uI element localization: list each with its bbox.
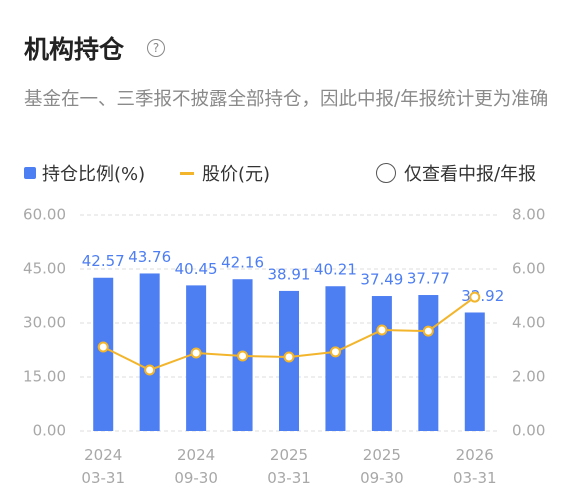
legend-item[interactable]: 持仓比例(%) <box>24 160 145 186</box>
line-point <box>469 291 481 303</box>
y2-tick-label: 8.00 <box>512 206 545 224</box>
x-tick-label: 2026 03-31 <box>453 446 497 487</box>
data-label: 37.49 <box>360 271 403 289</box>
line-point <box>237 350 249 362</box>
bar <box>464 312 485 431</box>
x-tick-label: 2025 03-31 <box>267 446 311 487</box>
data-label: 42.57 <box>82 252 125 270</box>
data-label: 37.77 <box>407 270 450 288</box>
x-tick-part: 2024 <box>177 446 215 464</box>
x-tick-part: 2025 <box>270 446 308 464</box>
legend-label: 股价(元) <box>202 164 271 185</box>
data-label: 40.21 <box>314 261 357 279</box>
line-point <box>190 347 202 359</box>
x-tick-part: 09-30 <box>360 469 404 487</box>
data-label: 43.76 <box>128 248 171 266</box>
y-tick-label: 30.00 <box>23 314 66 332</box>
legend-swatch <box>180 171 194 175</box>
subtitle: 基金在一、三季报不披露全部持仓，因此中报/年报统计更为准确 <box>24 89 549 110</box>
line-point <box>422 325 434 337</box>
help-icon[interactable]: ? <box>147 39 165 57</box>
line-point <box>144 364 156 376</box>
data-label: 42.16 <box>221 254 264 272</box>
y2-tick-label: 6.00 <box>512 260 545 278</box>
line-point <box>283 351 295 363</box>
y2-tick-label: 2.00 <box>512 368 545 386</box>
data-label: 40.45 <box>175 260 218 278</box>
toggle-label: 仅查看中报/年报 <box>404 164 537 185</box>
y-tick-label: 0.00 <box>33 422 66 440</box>
x-tick-part: 09-30 <box>174 469 218 487</box>
bar <box>93 277 114 431</box>
data-label: 38.91 <box>268 265 311 283</box>
x-tick-label: 2024 03-31 <box>81 446 125 487</box>
y-tick-label: 15.00 <box>23 368 66 386</box>
y-tick-label: 60.00 <box>23 206 66 224</box>
title: 机构持仓 <box>24 35 125 64</box>
legend-label: 持仓比例(%) <box>42 164 146 185</box>
x-tick-label: 2025 09-30 <box>360 446 404 487</box>
bar <box>371 296 392 431</box>
bar <box>325 286 346 431</box>
y2-tick-label: 4.00 <box>512 314 545 332</box>
y2-tick-label: 0.00 <box>512 422 545 440</box>
x-tick-part: 2026 <box>456 446 494 464</box>
x-tick-part: 2025 <box>363 446 401 464</box>
line-point <box>97 341 109 353</box>
toggle[interactable]: 仅查看中报/年报 <box>376 160 536 186</box>
bar <box>418 295 439 431</box>
x-tick-part: 03-31 <box>453 469 497 487</box>
y-tick-label: 45.00 <box>23 260 66 278</box>
bar <box>139 273 160 431</box>
x-tick-part: 2024 <box>84 446 122 464</box>
x-tick-part: 03-31 <box>267 469 311 487</box>
chart: 0.00 15.00 30.00 45.00 60.00 0.00 2.00 4.00 6.00… <box>23 206 545 487</box>
legend-item[interactable]: 股价(元) <box>180 160 270 186</box>
x-tick-label: 2024 09-30 <box>174 446 218 487</box>
x-tick-part: 03-31 <box>81 469 125 487</box>
line-point <box>329 346 341 358</box>
legend-swatch <box>24 167 36 179</box>
radio[interactable] <box>376 163 396 183</box>
line-point <box>376 324 388 336</box>
